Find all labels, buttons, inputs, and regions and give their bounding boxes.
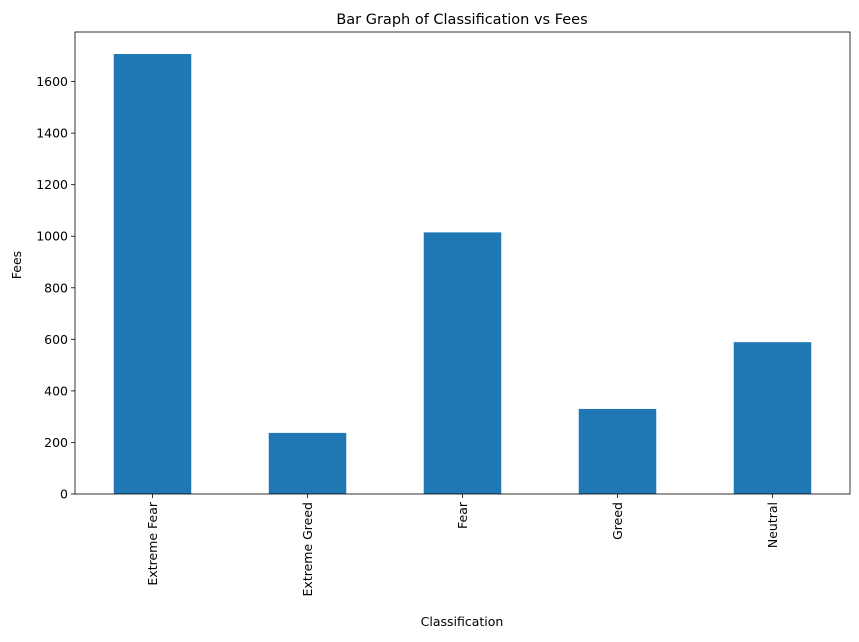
x-tick-label: Extreme Fear — [145, 501, 160, 585]
x-tick-label: Neutral — [765, 502, 780, 548]
bar-neutral — [733, 342, 812, 494]
y-axis-label: Fees — [9, 251, 24, 279]
bar-extreme-fear — [113, 54, 192, 494]
bar-fear — [423, 232, 502, 495]
ticks-layer: Extreme Fear Extreme Greed Fear Greed Neutra… — [36, 74, 780, 596]
y-tick-label: 800 — [44, 280, 68, 295]
y-tick-label: 600 — [44, 332, 68, 347]
x-tick-label: Fear — [455, 501, 470, 529]
y-tick-label: 1600 — [36, 74, 68, 89]
y-tick-label: 1200 — [36, 177, 68, 192]
y-tick-label: 1400 — [36, 126, 68, 141]
x-tick-label: Greed — [610, 502, 625, 540]
chart-title: Bar Graph of Classification vs Fees — [336, 12, 587, 28]
x-axis-label: Classification — [421, 614, 504, 629]
bar-extreme-greed — [268, 432, 347, 494]
bar-greed — [578, 408, 657, 494]
y-tick-label: 1000 — [36, 229, 68, 244]
x-tick-label: Extreme Greed — [300, 502, 315, 596]
y-tick-label: 0 — [60, 487, 68, 502]
bars-layer — [113, 54, 812, 495]
y-tick-label: 400 — [44, 383, 68, 398]
y-tick-label: 200 — [44, 435, 68, 450]
